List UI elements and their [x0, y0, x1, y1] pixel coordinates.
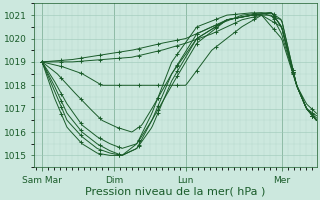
X-axis label: Pression niveau de la mer( hPa ): Pression niveau de la mer( hPa )	[85, 187, 266, 197]
